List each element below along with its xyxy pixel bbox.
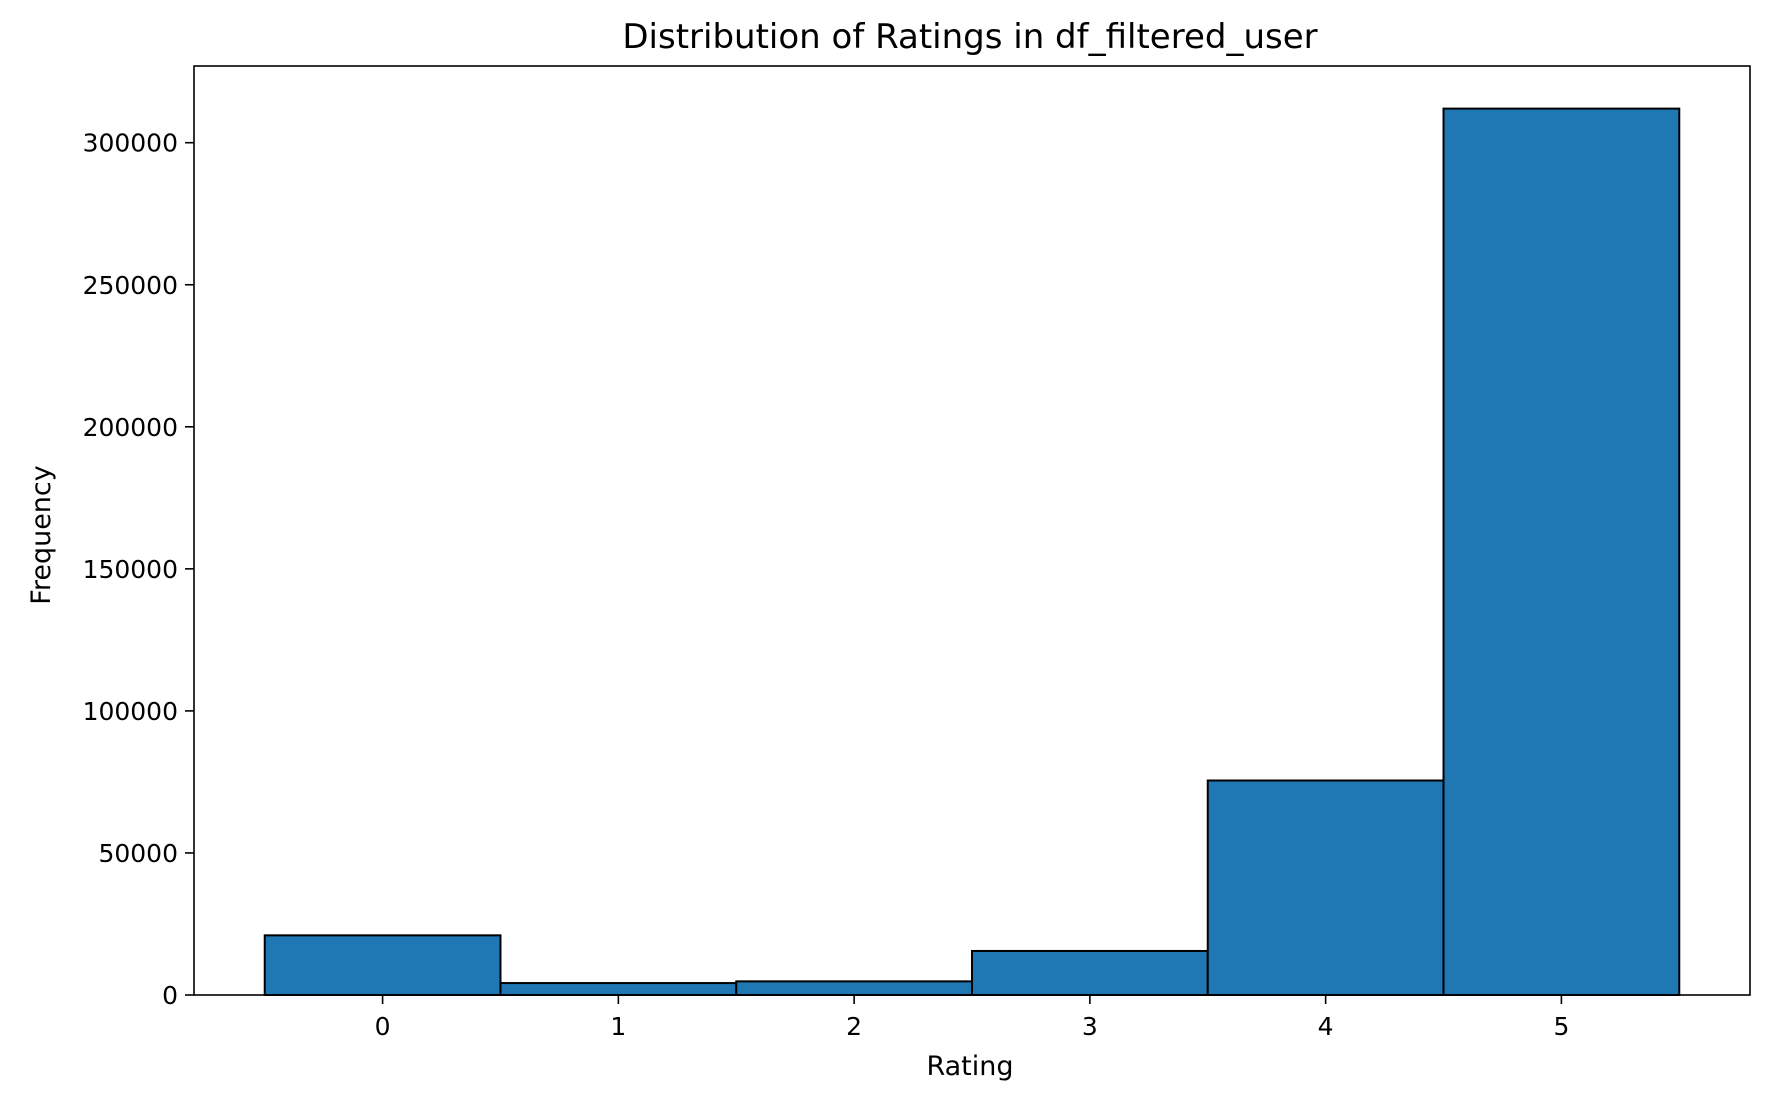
y-tick-label: 50000 — [98, 839, 178, 868]
x-tick-label: 5 — [1553, 1012, 1569, 1041]
y-tick-label: 250000 — [83, 271, 178, 300]
bar-rating-5 — [1442, 107, 1681, 996]
y-tick-label: 200000 — [83, 413, 178, 442]
x-axis-label: Rating — [926, 1051, 1013, 1082]
bar-rating-2 — [735, 980, 973, 996]
bar-rating-0 — [263, 934, 502, 997]
y-tick-label: 0 — [162, 981, 178, 1010]
plot-frame — [193, 65, 1751, 996]
y-tick-label: 150000 — [83, 555, 178, 584]
x-ticks-group: 0 1 2 3 4 5 — [375, 995, 1569, 1041]
y-ticks-group: 0 50000 100000 150000 200000 250000 300000 — [83, 129, 194, 1010]
y-tick-label: 100000 — [83, 697, 178, 726]
y-tick-label: 300000 — [83, 129, 178, 158]
bar-rating-1 — [499, 982, 738, 996]
bars-group — [263, 107, 1681, 997]
chart-title: Distribution of Ratings in df_filtered_u… — [622, 17, 1317, 57]
x-tick-label: 2 — [846, 1012, 862, 1041]
x-tick-label: 4 — [1318, 1012, 1334, 1041]
bar-rating-3 — [971, 949, 1209, 997]
y-axis-label: Frequency — [26, 465, 57, 605]
bar-rating-4 — [1206, 779, 1445, 996]
x-tick-label: 0 — [375, 1012, 391, 1041]
x-tick-label: 1 — [610, 1012, 626, 1041]
x-tick-label: 3 — [1082, 1012, 1098, 1041]
